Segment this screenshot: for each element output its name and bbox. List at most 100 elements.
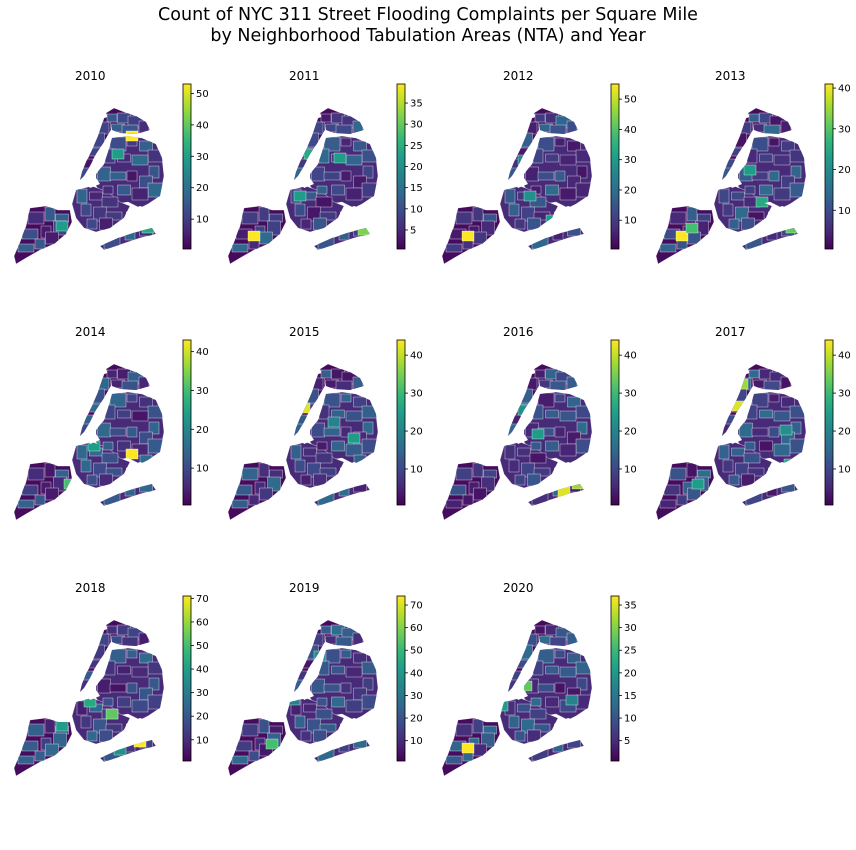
nta-area: [724, 158, 736, 170]
map-panel-2019: 2019 10 20 30 40 50 60 70: [214, 576, 428, 832]
nta-area: [105, 467, 123, 477]
nta-area: [316, 441, 328, 451]
nta-area: [105, 723, 123, 733]
nta-area: [259, 231, 273, 245]
nta-area: [445, 755, 463, 765]
nta-area: [97, 166, 111, 182]
nta-area: [353, 652, 367, 664]
panel-title: 2010: [75, 69, 106, 83]
nta-area: [352, 376, 364, 392]
nta-area: [455, 723, 473, 737]
nta-area: [747, 467, 765, 477]
nta-area: [566, 632, 578, 648]
panel-title: 2020: [503, 581, 534, 595]
nta-area: [248, 494, 260, 506]
nta-area: [138, 376, 150, 392]
colorbar-tick-label: 10: [624, 464, 637, 475]
nta-area: [131, 410, 149, 422]
nta-area: [109, 171, 127, 181]
nta-patches: [231, 112, 378, 253]
nta-area: [455, 211, 473, 225]
colorbar-tick-label: 20: [624, 427, 637, 438]
nta-area: [86, 474, 98, 486]
nta-area: [659, 499, 677, 509]
east-river-water: [300, 690, 314, 700]
nta-area: [269, 725, 283, 735]
nta-area: [445, 243, 463, 253]
colorbar-tick-label: 40: [196, 120, 209, 131]
nta-area-highlight: [111, 148, 125, 160]
nta-area: [76, 188, 88, 204]
nta-area: [745, 490, 763, 506]
colorbar-tick-label: 20: [196, 712, 209, 723]
nta-area: [473, 743, 487, 757]
figure-title-line-2: by Neighborhood Tabulation Areas (NTA) a…: [210, 26, 646, 46]
nta-area: [147, 149, 164, 163]
nta-area: [331, 409, 345, 419]
nta-area-highlight: [133, 736, 147, 748]
panel-title: 2012: [503, 69, 534, 83]
jamaica-bay-water: [126, 462, 152, 482]
nta-area: [311, 678, 325, 694]
nta-area: [102, 185, 114, 195]
colorbar: 5 10 15 20 25 30 35: [396, 83, 423, 250]
nta-area: [768, 426, 780, 438]
nta-area-highlight: [755, 196, 769, 208]
nta-area: [317, 490, 335, 506]
colorbar-tick-label: 50: [196, 641, 209, 652]
nta-area: [575, 661, 592, 675]
panel-title: 2018: [75, 581, 106, 595]
nta-area: [303, 703, 317, 713]
nta-area: [106, 625, 118, 635]
nta-area: [27, 467, 45, 481]
colorbar-tick-label: 30: [196, 688, 209, 699]
nta-area-highlight: [779, 424, 793, 436]
nta-area: [531, 234, 549, 250]
map-panel-2012: 2012 10 20 30 40 50: [428, 64, 642, 320]
nta-area: [529, 708, 547, 720]
nta-area: [549, 124, 567, 136]
colorbar: 10 20 30 40: [824, 84, 851, 250]
nta-patches: [231, 624, 378, 765]
jamaica-bay-water: [554, 462, 580, 482]
nta-area: [294, 203, 306, 217]
colorbar: 10 20 30 40 50 60 70: [396, 595, 423, 762]
nta-area: [462, 494, 474, 506]
nta-area: [789, 438, 806, 454]
map-shapes: [441, 619, 593, 777]
nta-area-highlight: [125, 448, 139, 460]
nta-area: [82, 670, 94, 682]
nta-area: [530, 441, 542, 451]
nta-area: [519, 132, 533, 148]
colorbar: 10 20 30 40: [824, 339, 851, 506]
nta-area: [505, 167, 519, 181]
nta-area: [549, 636, 567, 648]
colorbar-gradient: [182, 595, 192, 762]
colorbar-tick-label: 25: [410, 141, 423, 152]
figure-title: Count of NYC 311 Street Flooding Complai…: [0, 5, 856, 47]
nta-area: [766, 487, 778, 497]
colorbar-tick-label: 30: [624, 623, 637, 634]
nta-area: [697, 213, 711, 223]
nta-area: [352, 120, 364, 136]
nta-area: [80, 203, 92, 217]
colorbar-tick-label: 10: [410, 204, 423, 215]
colorbar-tick-label: 20: [410, 427, 423, 438]
nta-area: [231, 499, 249, 509]
nta-area: [258, 206, 270, 222]
nta-area: [790, 165, 802, 179]
colorbar-tick-label: 5: [410, 225, 416, 236]
colorbar-tick-label: 60: [196, 617, 209, 628]
nta-area: [139, 140, 153, 152]
nta-area: [258, 718, 270, 734]
nta-area: [138, 632, 150, 648]
nta-area: [781, 396, 795, 408]
nta-patches: [659, 112, 806, 253]
nta-area: [545, 665, 559, 675]
colorbar-tick-label: 70: [410, 601, 423, 612]
nta-area: [44, 206, 56, 222]
colorbar-tick-label: 10: [196, 215, 209, 226]
nta-area: [294, 459, 306, 473]
nta-area: [719, 423, 733, 437]
map-panel-2017: 2017 10 20 30 40: [642, 320, 856, 576]
